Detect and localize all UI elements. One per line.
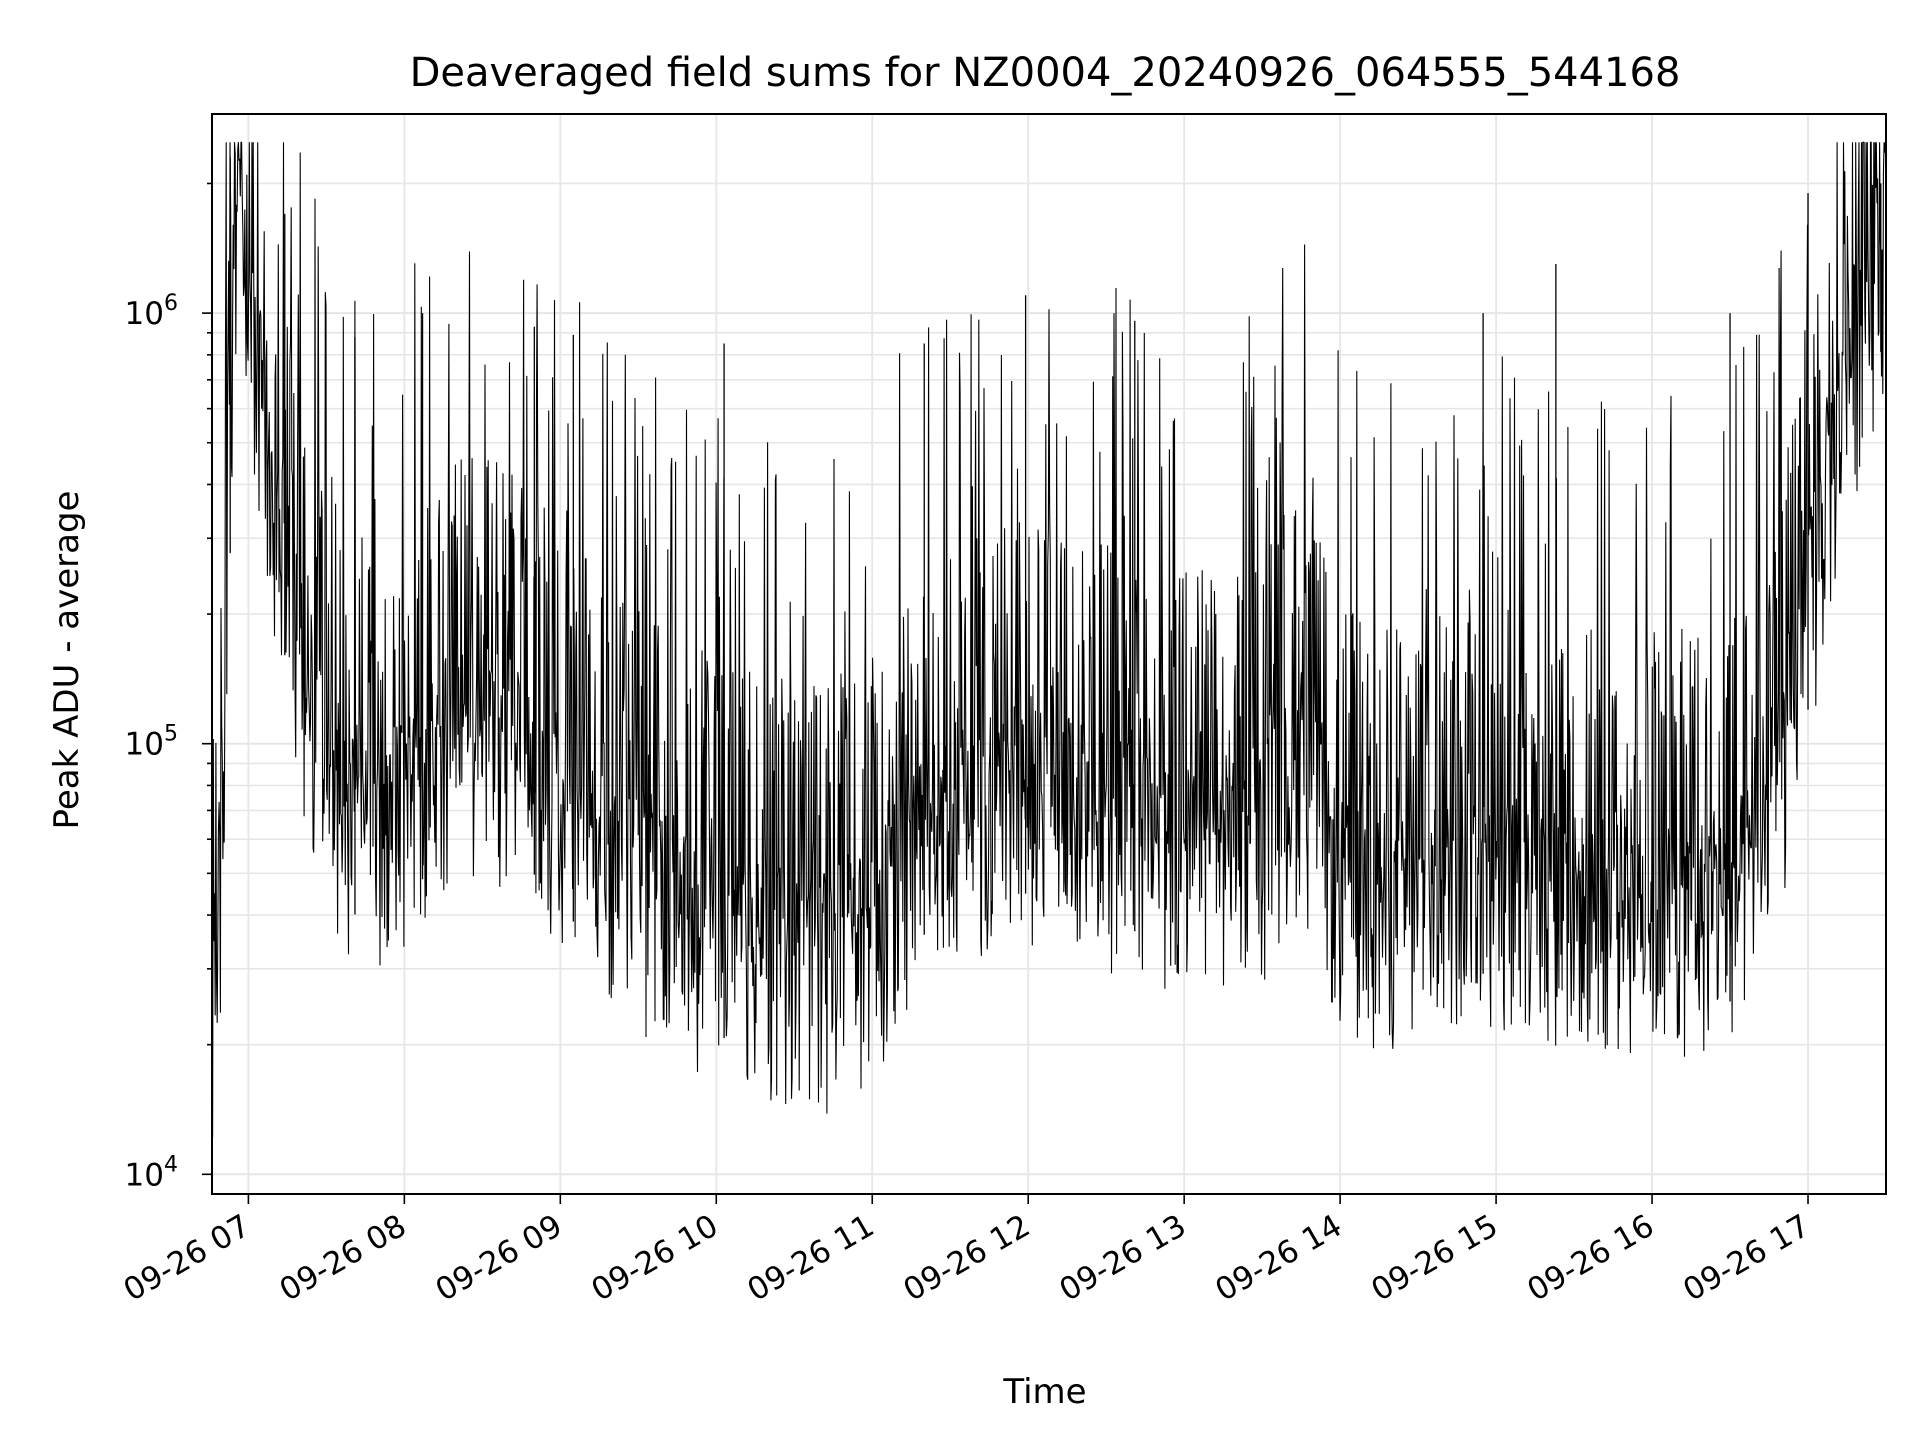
chart-title: Deaveraged field sums for NZ0004_2024092… — [410, 50, 1681, 96]
x-axis: 09-26 07 09-26 08 09-26 09 09-26 10 09-26 11… — [118, 1194, 1816, 1309]
x-tick-label: 09-26 16 — [1521, 1208, 1660, 1309]
x-tick-label: 09-26 10 — [586, 1208, 725, 1309]
x-tick-label: 09-26 07 — [118, 1208, 257, 1309]
y-axis-label: Peak ADU - average — [47, 491, 87, 830]
data-series — [211, 141, 1887, 1138]
series-line — [211, 141, 1887, 1138]
x-tick-label: 09-26 11 — [742, 1208, 881, 1309]
x-tick-label: 09-26 13 — [1053, 1208, 1192, 1309]
x-axis-label: Time — [1002, 1372, 1086, 1412]
y-tick-label: 104 — [125, 1152, 178, 1193]
y-axis: 104 105 106 — [125, 182, 212, 1193]
x-tick-label: 09-26 15 — [1365, 1208, 1504, 1309]
y-tick-label: 105 — [125, 722, 178, 763]
x-tick-label: 09-26 09 — [430, 1208, 569, 1309]
x-tick-label: 09-26 17 — [1677, 1208, 1816, 1309]
x-tick-label: 09-26 12 — [897, 1208, 1036, 1309]
x-tick-label: 09-26 14 — [1209, 1208, 1348, 1309]
plot-frame — [211, 113, 1887, 1195]
grid-lines — [212, 114, 1886, 1194]
y-tick-label: 106 — [125, 291, 178, 332]
x-tick-label: 09-26 08 — [274, 1208, 413, 1309]
